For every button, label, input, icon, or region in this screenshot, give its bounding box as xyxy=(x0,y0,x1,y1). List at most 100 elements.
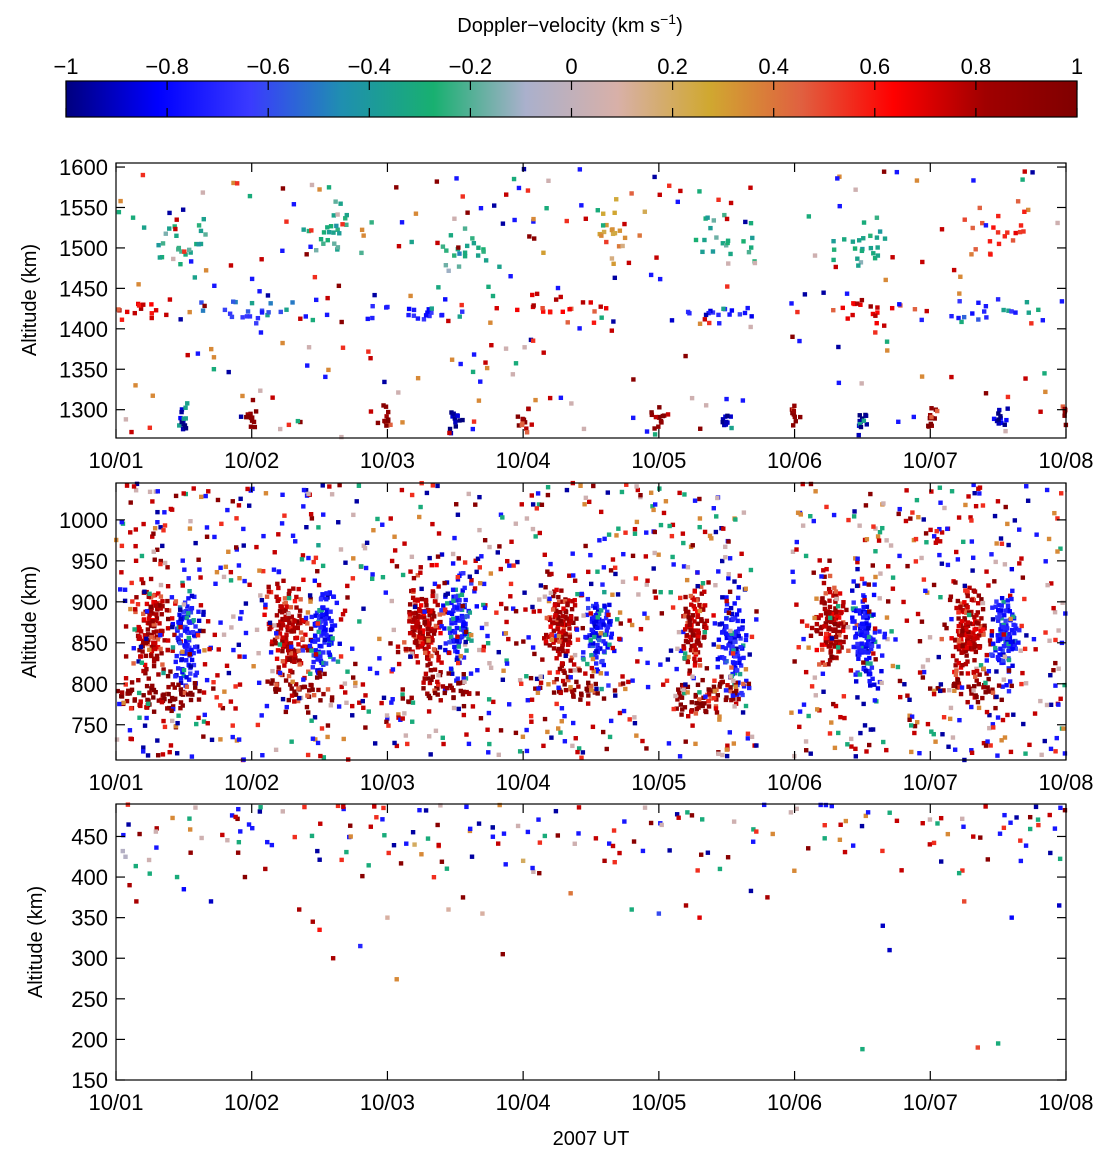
scatter-point xyxy=(233,814,238,820)
scatter-point xyxy=(838,714,843,720)
scatter-point xyxy=(471,352,477,357)
scatter-point xyxy=(520,734,526,739)
scatter-point xyxy=(504,619,509,625)
scatter-point xyxy=(673,693,678,699)
scatter-point xyxy=(731,819,737,824)
scatter-point xyxy=(1012,518,1018,523)
scatter-point xyxy=(966,612,972,618)
scatter-point xyxy=(861,666,866,672)
scatter-point xyxy=(571,573,576,578)
scatter-point xyxy=(942,622,947,627)
scatter-point xyxy=(296,642,301,647)
scatter-point xyxy=(348,823,353,828)
scatter-point xyxy=(705,850,711,855)
scatter-point xyxy=(455,615,460,621)
scatter-point xyxy=(720,417,726,422)
scatter-point xyxy=(315,657,320,662)
scatter-point xyxy=(330,627,335,632)
scatter-point xyxy=(740,618,746,624)
scatter-point xyxy=(196,697,202,702)
scatter-point xyxy=(890,575,896,580)
scatter-point xyxy=(354,499,359,504)
scatter-point xyxy=(708,225,713,231)
scatter-point xyxy=(423,808,429,813)
scatter-point xyxy=(551,593,556,599)
scatter-point xyxy=(1031,636,1037,642)
scatter-point xyxy=(517,749,523,754)
scatter-point xyxy=(1007,593,1013,599)
scatter-point xyxy=(570,551,575,556)
scatter-point xyxy=(581,613,586,618)
scatter-point xyxy=(932,416,937,421)
scatter-point xyxy=(859,629,865,635)
scatter-point xyxy=(857,418,862,424)
scatter-point xyxy=(161,718,166,724)
scatter-point xyxy=(726,261,731,266)
scatter-point xyxy=(306,491,311,497)
scatter-point xyxy=(754,829,759,834)
scatter-point xyxy=(601,649,607,654)
scatter-point xyxy=(919,555,924,561)
scatter-point xyxy=(592,309,597,314)
scatter-point xyxy=(583,634,588,640)
scatter-point xyxy=(687,671,692,676)
scatter-point xyxy=(286,611,291,617)
scatter-point xyxy=(643,554,649,559)
scatter-point xyxy=(457,418,462,423)
scatter-point xyxy=(383,404,389,409)
scatter-point xyxy=(964,627,969,632)
scatter-point xyxy=(631,415,636,421)
scatter-point xyxy=(616,526,621,531)
scatter-point xyxy=(555,622,561,628)
scatter-point xyxy=(248,424,254,429)
scatter-point xyxy=(730,616,736,621)
scatter-point xyxy=(441,741,446,747)
scatter-point xyxy=(218,565,223,570)
scatter-point xyxy=(819,647,825,652)
scatter-point xyxy=(384,305,389,310)
scatter-point xyxy=(851,579,856,584)
scatter-point xyxy=(186,638,192,643)
scatter-point xyxy=(175,666,181,671)
scatter-point xyxy=(959,632,965,638)
scatter-point xyxy=(587,499,592,505)
scatter-point xyxy=(460,634,465,639)
scatter-point xyxy=(456,644,462,649)
panel-middle-ylabel: Altitude (km) xyxy=(19,566,41,678)
scatter-point xyxy=(564,616,570,621)
scatter-point xyxy=(800,523,806,528)
scatter-point xyxy=(969,748,974,753)
scatter-point xyxy=(276,569,281,575)
scatter-point xyxy=(823,621,829,626)
x-tick-label: 10/05 xyxy=(631,770,686,795)
scatter-point xyxy=(919,619,925,624)
scatter-point xyxy=(436,285,441,290)
scatter-point xyxy=(861,660,866,665)
scatter-point xyxy=(156,242,161,248)
scatter-point xyxy=(443,297,448,302)
scatter-point xyxy=(967,646,972,651)
scatter-point xyxy=(178,676,184,681)
scatter-point xyxy=(794,806,799,812)
scatter-point xyxy=(593,836,599,841)
x-tick-label: 10/01 xyxy=(88,1090,143,1115)
scatter-point xyxy=(266,584,271,590)
scatter-point xyxy=(1005,598,1010,603)
scatter-point xyxy=(837,642,843,647)
scatter-point xyxy=(659,420,664,425)
scatter-point xyxy=(831,257,836,263)
scatter-point xyxy=(441,603,446,608)
scatter-point xyxy=(949,489,955,494)
scatter-point xyxy=(908,516,913,521)
scatter-point xyxy=(958,665,964,670)
scatter-point xyxy=(972,658,977,663)
scatter-point xyxy=(455,634,460,639)
scatter-point xyxy=(531,219,536,224)
scatter-point xyxy=(727,730,733,735)
scatter-point xyxy=(460,194,465,199)
scatter-point xyxy=(863,644,868,650)
scatter-point xyxy=(548,624,553,629)
scatter-point xyxy=(842,715,847,721)
scatter-point xyxy=(724,602,730,607)
scatter-point xyxy=(819,624,825,630)
